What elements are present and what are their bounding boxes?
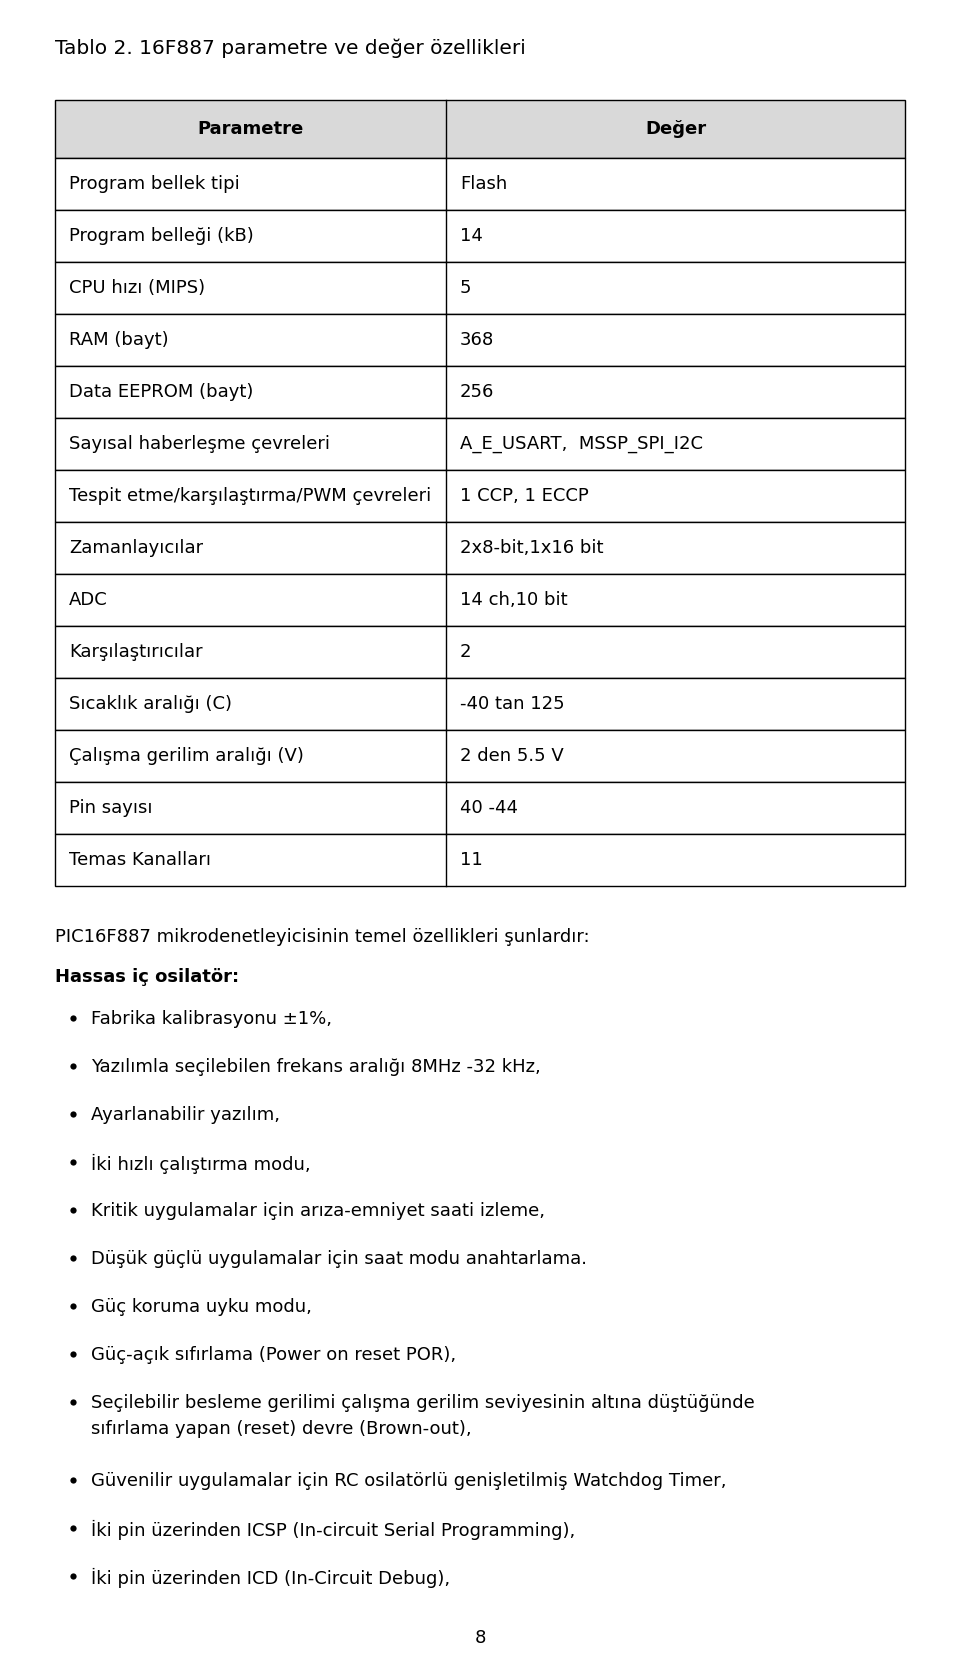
- Text: Fabrika kalibrasyonu ±1%,: Fabrika kalibrasyonu ±1%,: [91, 1010, 332, 1029]
- Polygon shape: [55, 522, 905, 573]
- Text: Karşılaştırıcılar: Karşılaştırıcılar: [69, 643, 203, 661]
- Text: Hassas iç osilatör:: Hassas iç osilatör:: [55, 967, 239, 986]
- Text: 5: 5: [460, 279, 471, 297]
- Text: Parametre: Parametre: [198, 120, 303, 138]
- Text: Seçilebilir besleme gerilimi çalışma gerilim seviyesinin altına düştüğünde: Seçilebilir besleme gerilimi çalışma ger…: [91, 1394, 755, 1413]
- Text: 40 -44: 40 -44: [460, 799, 518, 818]
- Text: -40 tan 125: -40 tan 125: [460, 695, 564, 713]
- Text: 368: 368: [460, 331, 494, 349]
- Text: 8: 8: [474, 1629, 486, 1647]
- Polygon shape: [55, 366, 905, 419]
- Polygon shape: [55, 783, 905, 834]
- Text: Program bellek tipi: Program bellek tipi: [69, 175, 240, 193]
- Polygon shape: [55, 314, 905, 366]
- Text: 14: 14: [460, 228, 483, 244]
- Text: İki hızlı çalıştırma modu,: İki hızlı çalıştırma modu,: [91, 1153, 311, 1173]
- Text: RAM (bayt): RAM (bayt): [69, 331, 169, 349]
- Polygon shape: [55, 730, 905, 783]
- Text: Değer: Değer: [645, 120, 706, 138]
- Text: Güç koruma uyku modu,: Güç koruma uyku modu,: [91, 1298, 312, 1316]
- Text: Temas Kanalları: Temas Kanalları: [69, 851, 211, 869]
- Text: Güç-açık sıfırlama (Power on reset POR),: Güç-açık sıfırlama (Power on reset POR),: [91, 1346, 456, 1365]
- Text: Data EEPROM (bayt): Data EEPROM (bayt): [69, 382, 253, 401]
- Text: CPU hızı (MIPS): CPU hızı (MIPS): [69, 279, 205, 297]
- Text: Tespit etme/karşılaştırma/PWM çevreleri: Tespit etme/karşılaştırma/PWM çevreleri: [69, 487, 431, 505]
- Text: Sayısal haberleşme çevreleri: Sayısal haberleşme çevreleri: [69, 435, 330, 454]
- Text: İki pin üzerinden ICSP (In-circuit Serial Programming),: İki pin üzerinden ICSP (In-circuit Seria…: [91, 1521, 575, 1541]
- Polygon shape: [55, 470, 905, 522]
- Text: 2: 2: [460, 643, 471, 661]
- Text: sıfırlama yapan (reset) devre (Brown-out),: sıfırlama yapan (reset) devre (Brown-out…: [91, 1419, 471, 1438]
- Text: Güvenilir uygulamalar için RC osilatörlü genişletilmiş Watchdog Timer,: Güvenilir uygulamalar için RC osilatörlü…: [91, 1473, 727, 1491]
- Text: Ayarlanabilir yazılım,: Ayarlanabilir yazılım,: [91, 1105, 280, 1124]
- Text: 2 den 5.5 V: 2 den 5.5 V: [460, 746, 564, 765]
- Text: Pin sayısı: Pin sayısı: [69, 799, 153, 818]
- Text: 11: 11: [460, 851, 483, 869]
- Text: 14 ch,10 bit: 14 ch,10 bit: [460, 592, 567, 608]
- Polygon shape: [55, 158, 905, 209]
- Text: ADC: ADC: [69, 592, 108, 608]
- Text: 2x8-bit,1x16 bit: 2x8-bit,1x16 bit: [460, 538, 604, 557]
- Text: Kritik uygulamalar için arıza-emniyet saati izleme,: Kritik uygulamalar için arıza-emniyet sa…: [91, 1202, 545, 1220]
- Text: Çalışma gerilim aralığı (V): Çalışma gerilim aralığı (V): [69, 746, 304, 765]
- Text: Flash: Flash: [460, 175, 507, 193]
- Text: Program belleği (kB): Program belleği (kB): [69, 228, 253, 244]
- Polygon shape: [55, 100, 905, 158]
- Polygon shape: [55, 263, 905, 314]
- Text: Yazılımla seçilebilen frekans aralığı 8MHz -32 kHz,: Yazılımla seçilebilen frekans aralığı 8M…: [91, 1059, 540, 1075]
- Text: Zamanlayıcılar: Zamanlayıcılar: [69, 538, 204, 557]
- Polygon shape: [55, 678, 905, 730]
- Text: İki pin üzerinden ICD (In-Circuit Debug),: İki pin üzerinden ICD (In-Circuit Debug)…: [91, 1567, 450, 1589]
- Text: 256: 256: [460, 382, 494, 401]
- Polygon shape: [55, 834, 905, 886]
- Text: A_E_USART,  MSSP_SPI_I2C: A_E_USART, MSSP_SPI_I2C: [460, 435, 703, 454]
- Polygon shape: [55, 627, 905, 678]
- Polygon shape: [55, 573, 905, 627]
- Polygon shape: [55, 209, 905, 263]
- Text: PIC16F887 mikrodenetleyicisinin temel özellikleri şunlardır:: PIC16F887 mikrodenetleyicisinin temel öz…: [55, 927, 589, 946]
- Text: Tablo 2. 16F887 parametre ve değer özellikleri: Tablo 2. 16F887 parametre ve değer özell…: [55, 38, 526, 58]
- Text: Düşük güçlü uygulamalar için saat modu anahtarlama.: Düşük güçlü uygulamalar için saat modu a…: [91, 1250, 587, 1268]
- Polygon shape: [55, 419, 905, 470]
- Text: Sıcaklık aralığı (C): Sıcaklık aralığı (C): [69, 695, 232, 713]
- Text: 1 CCP, 1 ECCP: 1 CCP, 1 ECCP: [460, 487, 588, 505]
